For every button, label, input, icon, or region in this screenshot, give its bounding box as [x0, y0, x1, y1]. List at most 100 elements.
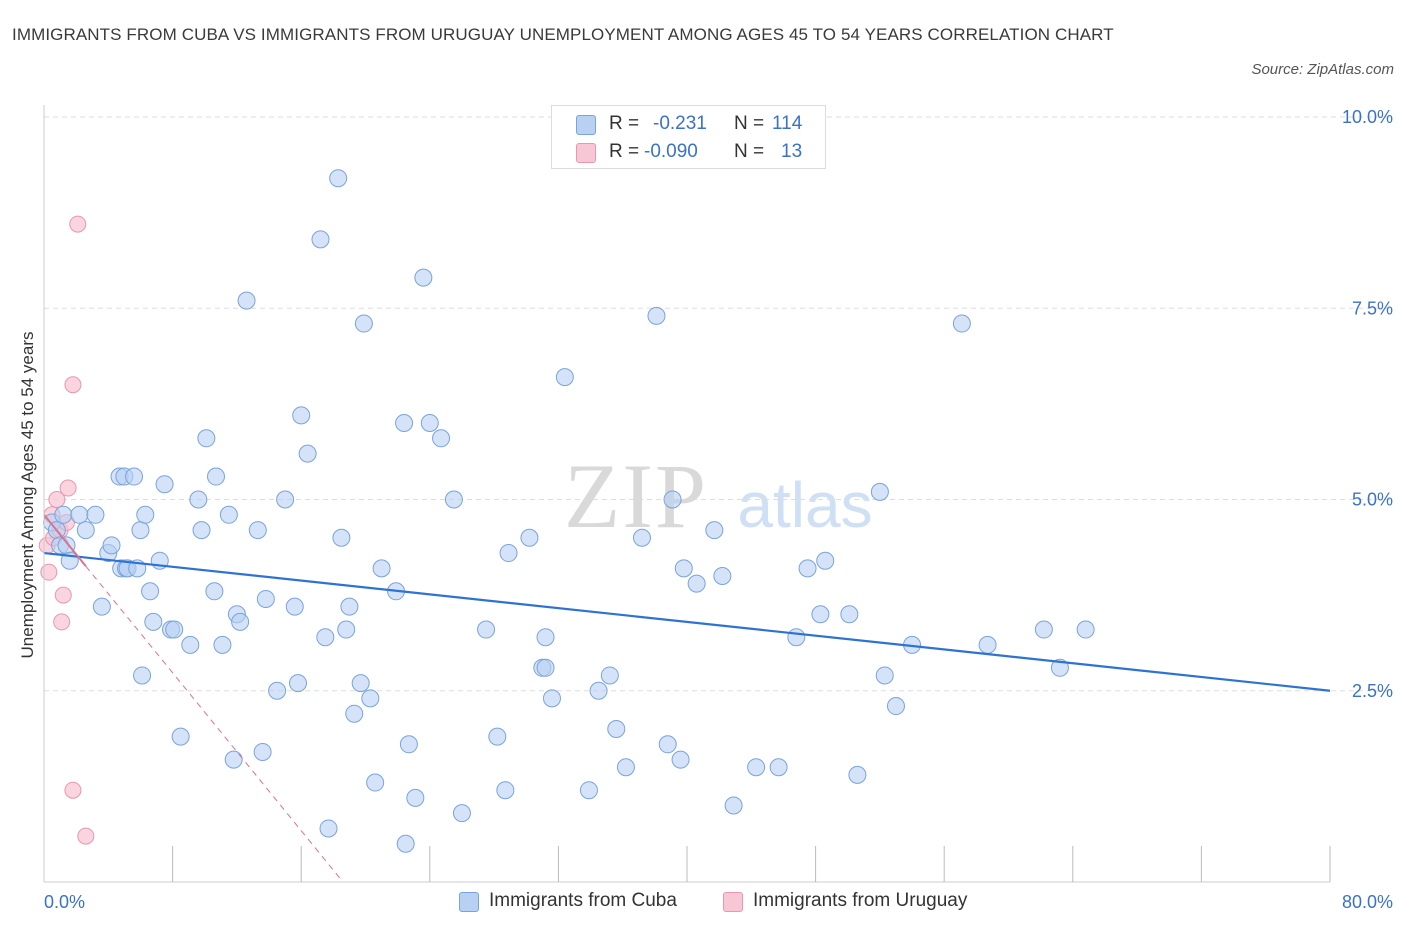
cuba-point: [256, 589, 275, 608]
cuba-point: [658, 735, 677, 754]
cuba-point: [811, 605, 830, 624]
cuba-point: [705, 521, 724, 540]
axis-layer: 0.0% 80.0%: [43, 105, 1393, 912]
cuba-point: [86, 505, 105, 524]
cuba-point: [432, 429, 451, 448]
cuba-point: [171, 727, 190, 746]
cuba-point: [340, 597, 359, 616]
legend-r-value: -0.090: [644, 141, 698, 162]
cuba-point: [181, 635, 200, 654]
uruguay-point: [77, 827, 95, 845]
cuba-point: [125, 467, 144, 486]
cuba-point: [366, 773, 385, 792]
cuba-point: [192, 521, 211, 540]
y-tick-label: 5.0%: [1352, 490, 1393, 510]
cuba-point: [354, 314, 373, 333]
cuba-point: [197, 429, 216, 448]
cuba-point: [207, 467, 226, 486]
cuba-point: [248, 521, 267, 540]
trend-lines: [43, 514, 1331, 883]
legend-n-label: N =: [734, 113, 765, 134]
cuba-swatch: [576, 115, 596, 135]
uruguay-trend-line-solid: [43, 514, 87, 567]
uruguay-swatch: [576, 143, 596, 163]
cuba-point: [663, 490, 682, 509]
cuba-point: [399, 735, 418, 754]
cuba-point: [224, 750, 243, 769]
cuba-point: [189, 490, 208, 509]
cuba-point: [647, 306, 666, 325]
cuba-legend-label: Immigrants from Cuba: [489, 890, 677, 911]
cuba-point: [1076, 620, 1095, 639]
legend-r-label: R =: [609, 113, 640, 134]
x-tick-label-max: 80.0%: [1342, 892, 1393, 912]
chart-title: IMMIGRANTS FROM CUBA VS IMMIGRANTS FROM …: [12, 25, 1114, 44]
cuba-point: [136, 505, 155, 524]
cuba-point: [57, 536, 76, 555]
cuba-point: [76, 521, 95, 540]
cuba-point: [141, 582, 160, 601]
cuba-point: [420, 414, 439, 432]
cuba-point: [632, 528, 651, 547]
cuba-point: [213, 635, 232, 654]
cuba-point: [361, 689, 380, 708]
cuba-point: [616, 758, 635, 777]
cuba-point: [952, 314, 971, 333]
uruguay-legend-label: Immigrants from Uruguay: [753, 890, 968, 911]
watermark: ZIP atlas: [564, 445, 873, 547]
cuba-legend-swatch: [459, 892, 479, 912]
cuba-point: [555, 368, 574, 387]
cuba-point: [870, 482, 889, 501]
cuba-point: [92, 597, 111, 616]
cuba-point: [396, 834, 415, 853]
cuba-point: [787, 628, 806, 647]
uruguay-trend-line-dashed: [85, 565, 344, 883]
legend-n-value: 13: [781, 141, 803, 162]
cuba-point: [520, 528, 539, 547]
cuba-point: [687, 574, 706, 593]
cuba-point: [165, 620, 184, 639]
legend-n-label: N =: [734, 141, 765, 162]
cuba-point: [542, 689, 561, 708]
cuba-point: [276, 490, 295, 509]
cuba-point: [133, 666, 152, 685]
cuba-point: [155, 475, 174, 494]
cuba-point: [345, 704, 364, 723]
cuba-point: [329, 169, 348, 188]
grid-layer: 2.5% 5.0% 7.5% 10.0%: [44, 107, 1393, 701]
y-tick-label: 2.5%: [1352, 681, 1393, 701]
cuba-point: [477, 620, 496, 639]
legend-n-value: 114: [772, 113, 803, 134]
uruguay-point: [40, 563, 58, 581]
cuba-points: [43, 169, 1095, 853]
uruguay-point: [59, 479, 77, 497]
cuba-point: [372, 559, 391, 578]
cuba-point: [205, 582, 224, 601]
cuba-point: [219, 505, 238, 524]
watermark-zip: ZIP: [564, 445, 708, 547]
stats-legend: R = -0.231 N = 114 R = -0.090 N = 13: [551, 105, 826, 169]
cuba-point: [536, 628, 555, 647]
cuba-point: [536, 658, 555, 677]
cuba-point: [351, 674, 370, 693]
cuba-point: [131, 521, 150, 540]
cuba-point: [144, 612, 163, 631]
x-tick-label-min: 0.0%: [44, 892, 85, 912]
cuba-point: [288, 674, 307, 693]
uruguay-point: [54, 586, 72, 604]
cuba-point: [713, 567, 732, 585]
cuba-point: [769, 758, 788, 777]
cuba-point: [499, 544, 518, 563]
uruguay-point: [48, 491, 66, 508]
cuba-point: [674, 559, 693, 578]
cuba-point: [414, 268, 433, 287]
cuba-point: [1050, 658, 1069, 677]
uruguay-legend-swatch: [723, 892, 743, 912]
cuba-point: [332, 528, 351, 547]
watermark-atlas: atlas: [737, 469, 872, 541]
cuba-point: [231, 612, 250, 631]
legend-r-value: -0.231: [653, 113, 707, 134]
cuba-point: [724, 796, 743, 815]
uruguay-point: [64, 781, 82, 799]
cuba-point: [54, 505, 73, 524]
